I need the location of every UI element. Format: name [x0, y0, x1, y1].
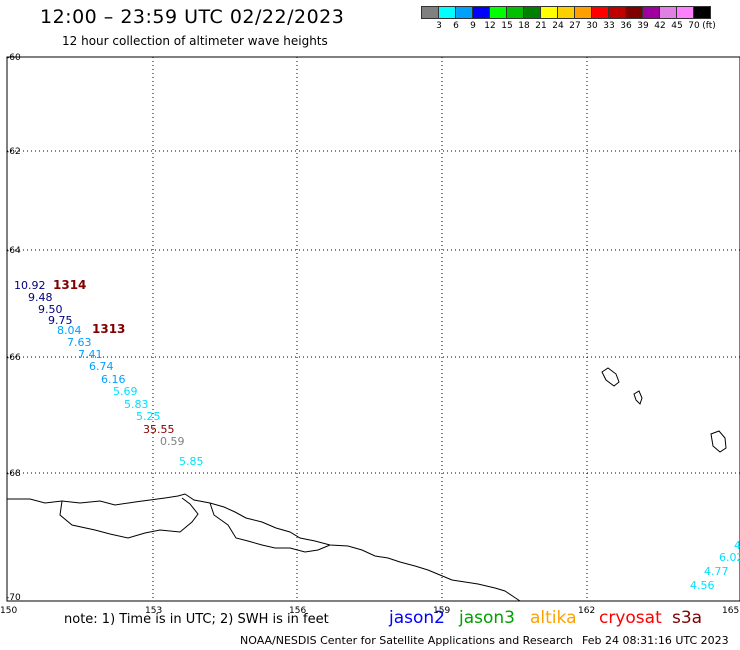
wave-reading: 4.77	[704, 565, 729, 578]
color-scale-label: 36	[620, 21, 632, 31]
lon-label-159: 159	[433, 606, 450, 616]
color-scale-label: 15	[501, 21, 513, 31]
lat-label-66: -66	[6, 353, 21, 363]
lon-label-153: 153	[145, 606, 162, 616]
lon-label-156: 156	[289, 606, 306, 616]
wave-reading: 6.74	[89, 360, 114, 373]
wave-reading: 6.16	[101, 373, 126, 386]
credit-line: NOAA/NESDIS Center for Satellite Applica…	[240, 634, 574, 647]
graticule	[7, 57, 740, 601]
legend-jason3: jason3	[459, 608, 515, 628]
wave-reading: 5.83	[124, 398, 149, 411]
legend-altika: altika	[530, 608, 577, 628]
wave-reading: 5.69	[113, 385, 138, 398]
coastline-bay	[209, 502, 331, 553]
color-scale-label: 9	[470, 21, 476, 31]
color-scale-label: 33	[603, 21, 615, 31]
color-scale-label: 3	[436, 21, 442, 31]
island-2	[633, 390, 643, 405]
color-scale-label: 27	[569, 21, 581, 31]
lat-label-70: -70	[6, 593, 21, 603]
wave-reading: 5.25	[136, 410, 161, 423]
coastline-inlet	[59, 497, 199, 539]
color-scale-label: 21	[535, 21, 547, 31]
color-scale-label: 45	[671, 21, 683, 31]
wave-reading: 4.56	[690, 579, 715, 592]
lat-label-68: -68	[6, 469, 21, 479]
wave-reading: 7.63	[67, 336, 92, 349]
wave-reading: 7.41	[78, 348, 103, 361]
lat-label-60: -60	[6, 53, 21, 63]
color-scale-label: 18	[518, 21, 530, 31]
wave-reading: 5.85	[179, 455, 204, 468]
generated-timestamp: Feb 24 08:31:16 UTC 2023	[582, 634, 729, 647]
lat-label-62: -62	[6, 147, 21, 157]
legend-jason2: jason2	[389, 608, 445, 628]
wave-reading: 9.50	[38, 303, 63, 316]
wave-reading: 6.02	[719, 551, 740, 564]
color-scale-label: 70	[688, 21, 700, 31]
color-scale-label: 6	[453, 21, 459, 31]
lat-label-64: -64	[6, 246, 21, 256]
color-scale-labels: 3 6 9 12 15 18 21 24 27 30 33 36 39 42 45 70 (ft)	[421, 21, 740, 33]
color-scale-label: 12	[484, 21, 496, 31]
color-scale-label: 24	[552, 21, 564, 31]
color-scale-label: 30	[586, 21, 598, 31]
wave-reading: 35.55	[143, 423, 175, 436]
footer-note: note: 1) Time is in UTC; 2) SWH is in fe…	[64, 612, 329, 627]
wave-reading: 8.04	[57, 324, 82, 337]
lon-label-150: 150	[0, 606, 17, 616]
island-1	[601, 367, 620, 387]
wave-reading: 9.48	[28, 291, 53, 304]
wave-reading: 4	[734, 539, 740, 552]
legend-cryosat: cryosat	[599, 608, 662, 628]
wave-height-readings: 10.92 1314 9.48 9.50 9.75 8.04 1313 7.63…	[14, 278, 740, 592]
pass-number: 1313	[92, 322, 125, 336]
map-frame	[6, 56, 740, 602]
color-scale-cell	[693, 6, 711, 19]
wave-reading: 10.92	[14, 279, 46, 292]
color-scale-unit: (ft)	[702, 21, 716, 31]
pass-number: 1314	[53, 278, 86, 292]
wave-reading: 9.75	[48, 314, 73, 327]
island-3	[710, 430, 727, 453]
map-subtitle: 12 hour collection of altimeter wave hei…	[62, 34, 328, 48]
color-scale-bar	[421, 6, 711, 19]
map-title: 12:00 – 23:59 UTC 02/22/2023	[40, 6, 345, 28]
lon-label-162: 162	[578, 606, 595, 616]
lon-label-165: 165	[722, 606, 739, 616]
color-scale-label: 39	[637, 21, 649, 31]
color-scale-label: 42	[654, 21, 666, 31]
legend-s3a: s3a	[672, 608, 703, 628]
antarctic-coastline	[7, 493, 521, 602]
wave-reading: 0.59	[160, 435, 185, 448]
